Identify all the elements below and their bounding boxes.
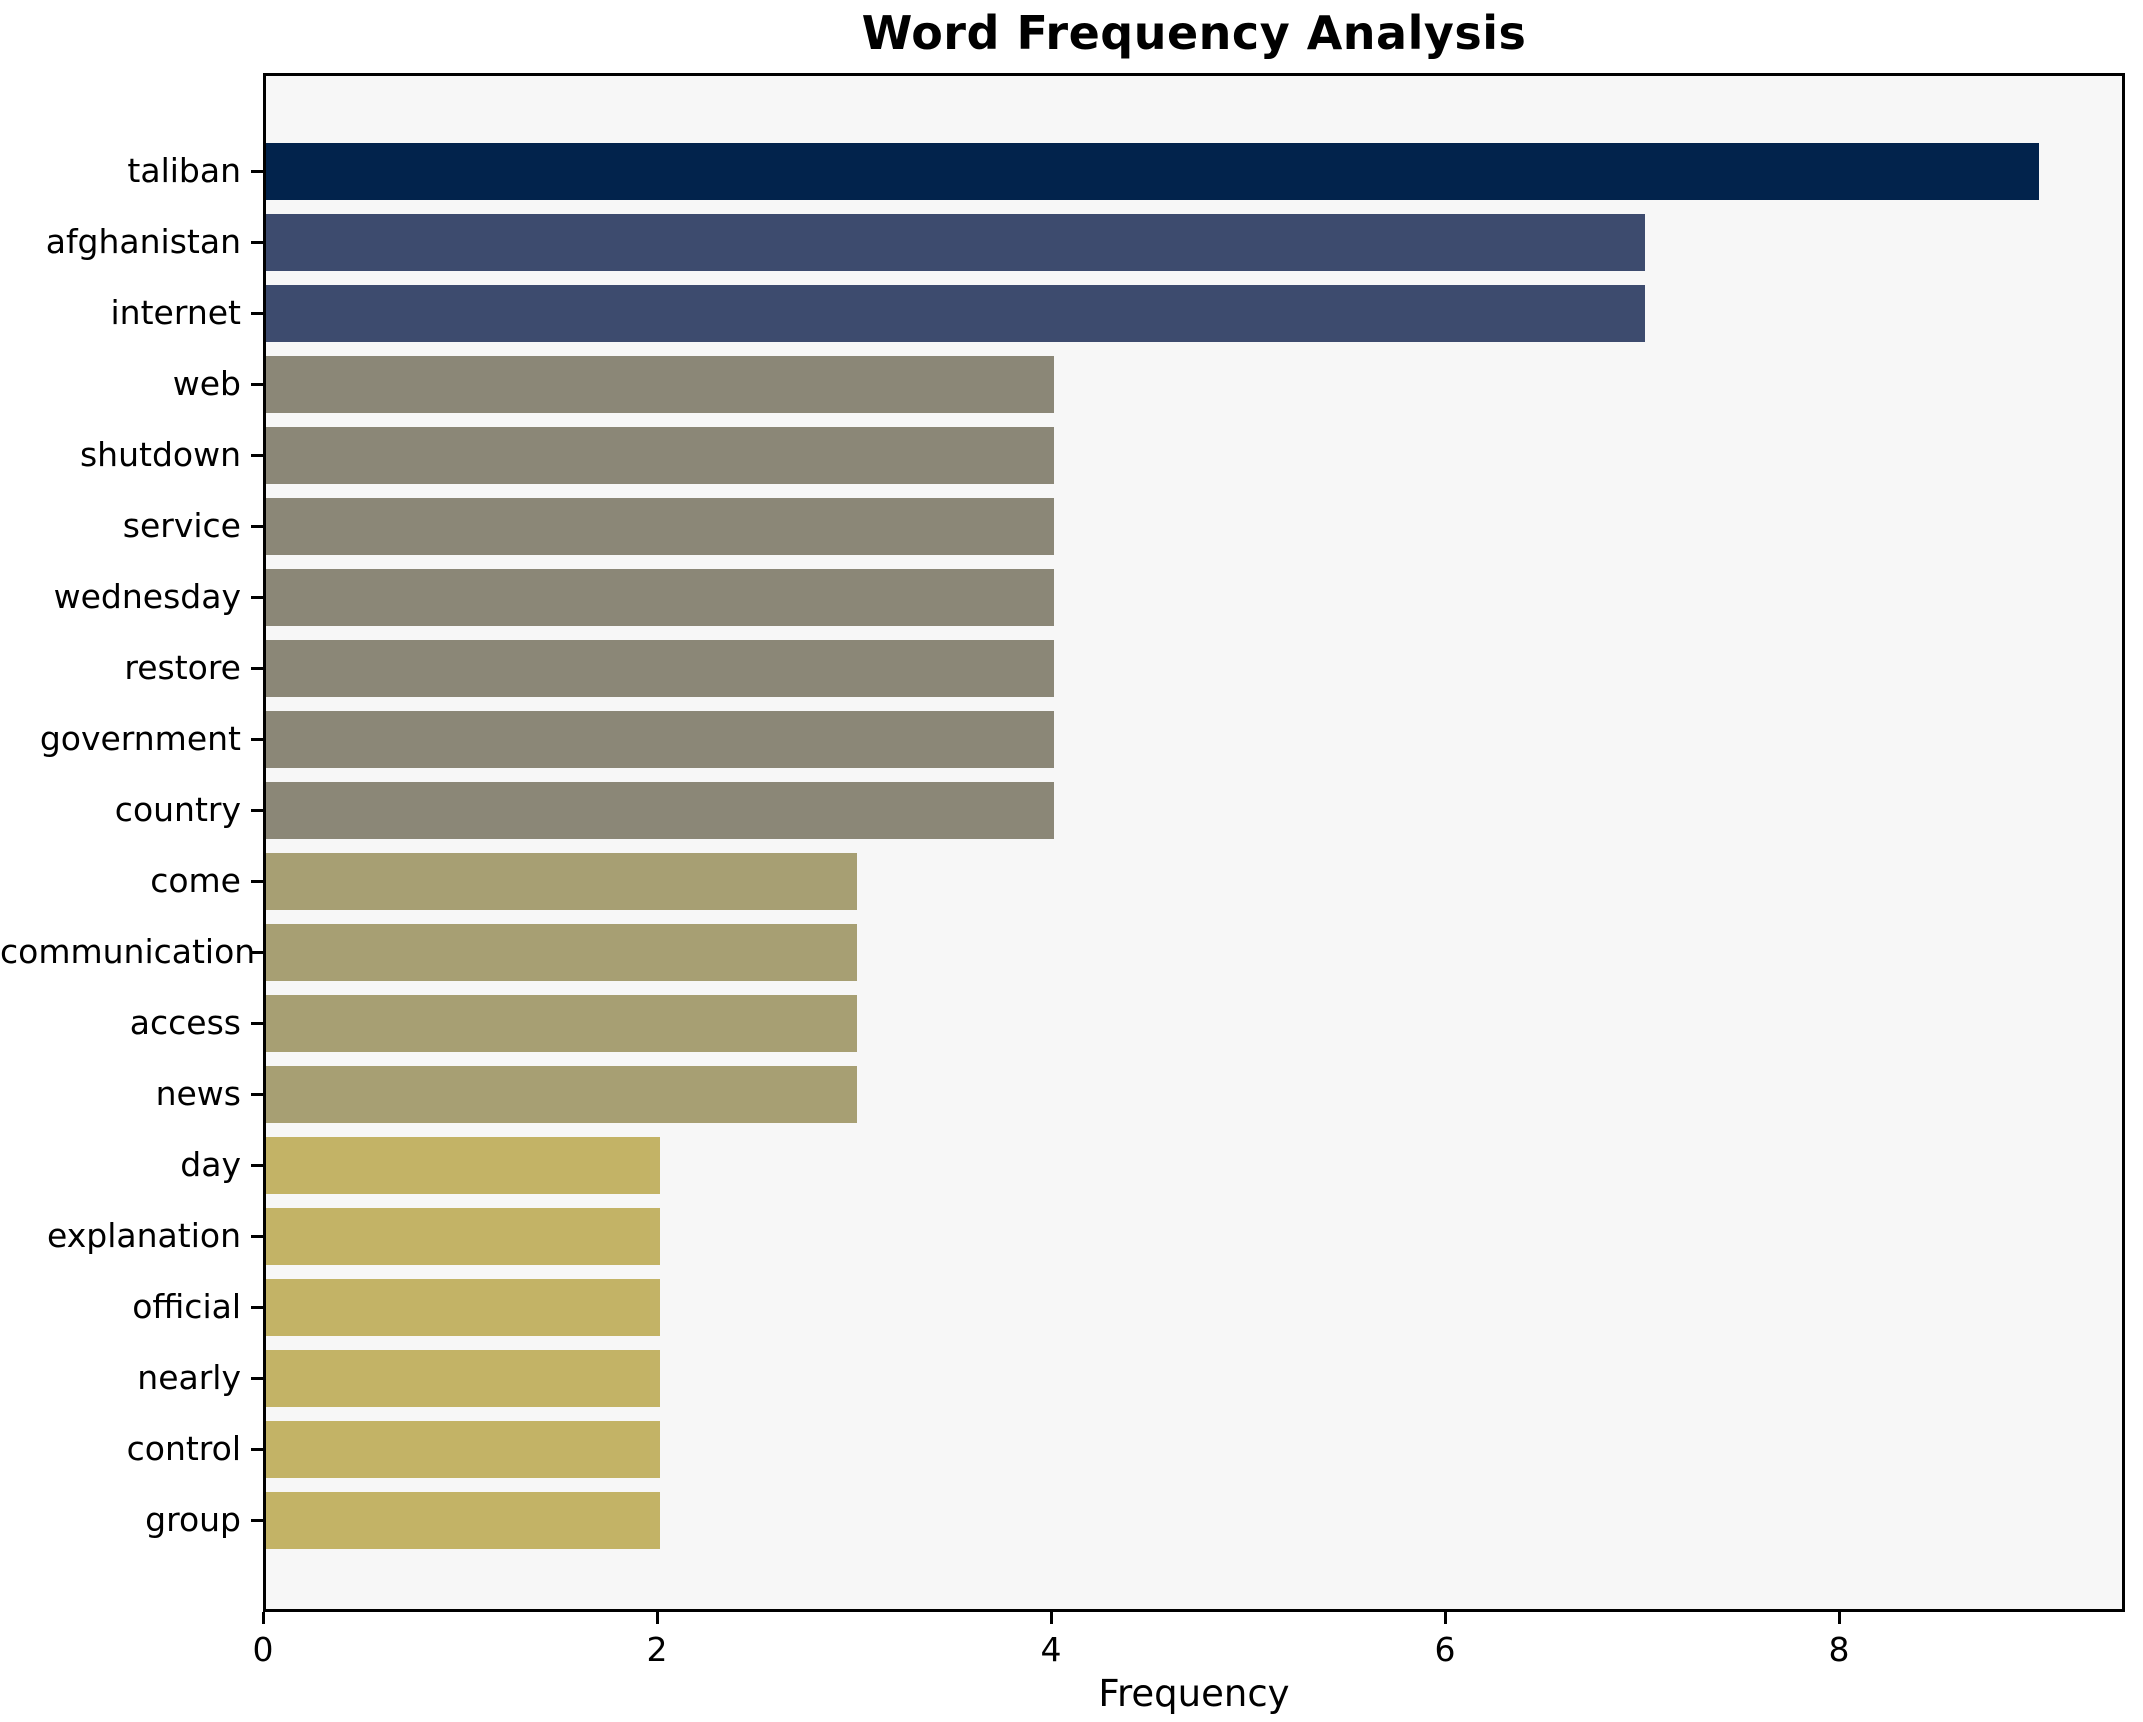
y-tick-mark xyxy=(251,1163,263,1167)
x-tick-label-8: 8 xyxy=(1828,1630,1850,1669)
y-tick-label-shutdown: shutdown xyxy=(79,435,241,474)
y-tick-label-day: day xyxy=(180,1145,241,1184)
y-tick-label-news: news xyxy=(155,1074,241,1113)
y-tick-mark xyxy=(251,737,263,741)
x-tick-mark xyxy=(1837,1612,1841,1624)
bar-communication xyxy=(266,923,857,981)
bar-service xyxy=(266,497,1054,555)
bar-country xyxy=(266,781,1054,839)
bar-internet xyxy=(266,284,1645,342)
y-tick-mark xyxy=(251,1092,263,1096)
y-tick-mark xyxy=(251,595,263,599)
y-tick-mark xyxy=(251,1376,263,1380)
y-tick-mark xyxy=(251,1234,263,1238)
y-tick-label-nearly: nearly xyxy=(137,1358,241,1397)
bar-nearly xyxy=(266,1349,660,1407)
y-tick-mark xyxy=(251,382,263,386)
y-tick-mark xyxy=(251,666,263,670)
y-tick-label-wednesday: wednesday xyxy=(53,577,241,616)
y-tick-mark xyxy=(251,950,263,954)
bar-come xyxy=(266,852,857,910)
x-tick-mark xyxy=(261,1612,265,1624)
x-tick-mark xyxy=(1443,1612,1447,1624)
chart-title: Word Frequency Analysis xyxy=(861,6,1527,60)
y-tick-label-restore: restore xyxy=(124,648,241,687)
bar-group xyxy=(266,1491,660,1549)
x-tick-label-6: 6 xyxy=(1434,1630,1456,1669)
y-tick-label-service: service xyxy=(122,506,241,545)
bar-government xyxy=(266,710,1054,768)
bar-web xyxy=(266,355,1054,413)
y-tick-label-official: official xyxy=(132,1287,241,1326)
x-tick-label-2: 2 xyxy=(646,1630,668,1669)
y-tick-mark xyxy=(251,1021,263,1025)
y-tick-label-afghanistan: afghanistan xyxy=(45,222,241,261)
y-tick-mark xyxy=(251,808,263,812)
bar-control xyxy=(266,1420,660,1478)
bar-news xyxy=(266,1065,857,1123)
y-tick-label-web: web xyxy=(172,364,241,403)
bar-explanation xyxy=(266,1207,660,1265)
y-tick-mark xyxy=(251,1518,263,1522)
bar-wednesday xyxy=(266,568,1054,626)
y-tick-mark xyxy=(251,169,263,173)
bar-afghanistan xyxy=(266,213,1645,271)
y-tick-mark xyxy=(251,524,263,528)
x-tick-mark xyxy=(655,1612,659,1624)
x-tick-label-4: 4 xyxy=(1040,1630,1062,1669)
bar-restore xyxy=(266,639,1054,697)
y-tick-label-access: access xyxy=(129,1003,241,1042)
y-tick-label-country: country xyxy=(114,790,241,829)
y-tick-label-taliban: taliban xyxy=(127,151,241,190)
y-tick-label-government: government xyxy=(39,719,241,758)
bar-official xyxy=(266,1278,660,1336)
y-tick-label-group: group xyxy=(145,1500,241,1539)
y-tick-label-control: control xyxy=(126,1429,241,1468)
x-axis-label: Frequency xyxy=(1098,1672,1290,1715)
y-tick-mark xyxy=(251,453,263,457)
y-tick-label-explanation: explanation xyxy=(47,1216,241,1255)
x-tick-mark xyxy=(1049,1612,1053,1624)
bar-access xyxy=(266,994,857,1052)
bar-shutdown xyxy=(266,426,1054,484)
x-tick-label-0: 0 xyxy=(252,1630,274,1669)
y-tick-label-communication: communication xyxy=(0,932,256,971)
bar-taliban xyxy=(266,142,2039,200)
plot-area xyxy=(263,73,2125,1612)
y-tick-label-come: come xyxy=(150,861,241,900)
bar-day xyxy=(266,1136,660,1194)
y-tick-mark xyxy=(251,879,263,883)
y-tick-label-internet: internet xyxy=(110,293,241,332)
y-tick-mark xyxy=(251,1447,263,1451)
y-tick-mark xyxy=(251,240,263,244)
y-tick-mark xyxy=(251,311,263,315)
y-tick-mark xyxy=(251,1305,263,1309)
